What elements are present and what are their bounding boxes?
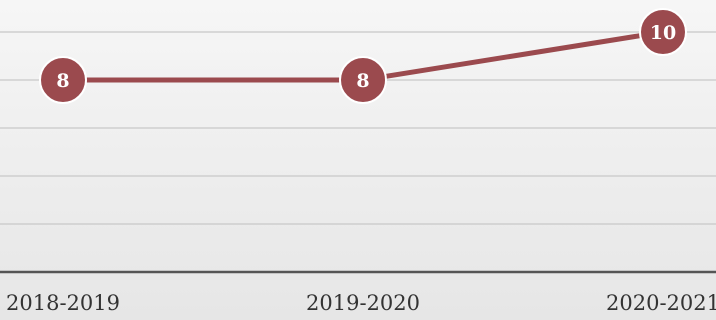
data-point-marker — [639, 8, 687, 56]
x-tick-label: 2019-2020 — [306, 291, 420, 315]
x-tick-label: 2020-2021 — [606, 291, 716, 315]
data-point-marker — [39, 56, 87, 104]
data-label: 8 — [356, 70, 369, 92]
data-point-marker — [339, 56, 387, 104]
data-label: 10 — [650, 22, 676, 44]
x-tick-label: 2018-2019 — [6, 291, 120, 315]
data-label: 8 — [56, 70, 69, 92]
